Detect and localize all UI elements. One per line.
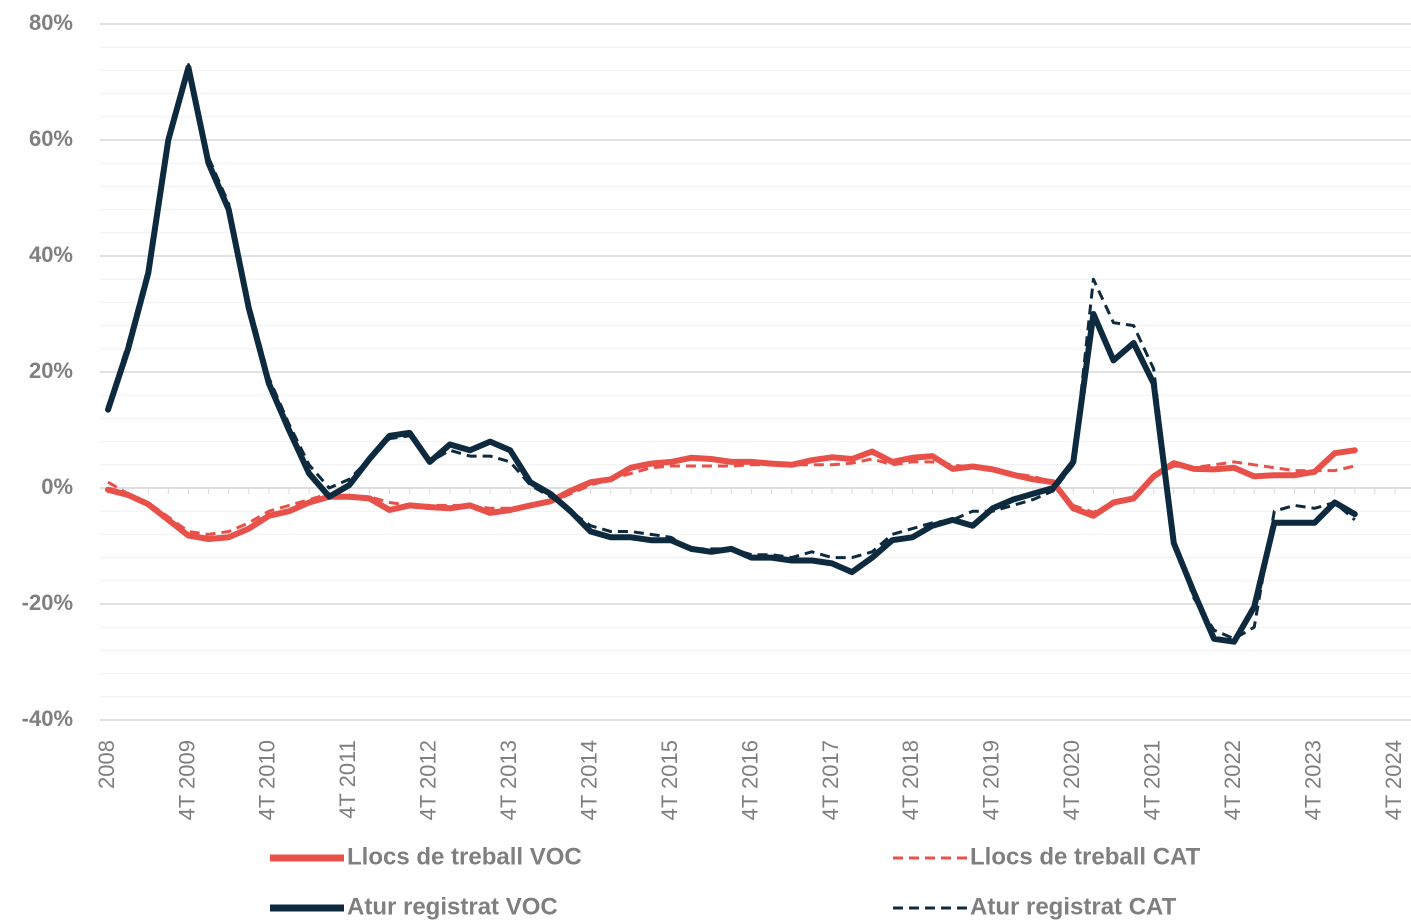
x-tick-label: 2008 xyxy=(94,740,119,789)
x-tick-label: 4T 2010 xyxy=(255,740,280,820)
x-tick-label: 4T 2015 xyxy=(657,740,682,820)
series-line xyxy=(106,63,1356,641)
x-tick-label: 4T 2019 xyxy=(979,740,1004,820)
y-tick-label: 80% xyxy=(29,10,73,35)
x-tick-label: 4T 2020 xyxy=(1059,740,1084,820)
x-tick-label: 4T 2024 xyxy=(1381,740,1406,820)
x-tick-label: 4T 2017 xyxy=(818,740,843,820)
x-tick-label: 4T 2009 xyxy=(174,740,199,820)
legend-label: Atur registrat VOC xyxy=(347,893,558,920)
y-tick-label: 60% xyxy=(29,126,73,151)
y-tick-label: 0% xyxy=(41,474,73,499)
x-tick-label: 4T 2016 xyxy=(737,740,762,820)
x-tick-label: 4T 2011 xyxy=(335,740,360,819)
x-tick-label: 4T 2023 xyxy=(1300,740,1325,820)
y-tick-label: 20% xyxy=(29,358,73,383)
legend-label: Llocs de treball VOC xyxy=(347,843,582,870)
legend-label: Llocs de treball CAT xyxy=(970,843,1201,870)
legend-label: Atur registrat CAT xyxy=(970,893,1177,920)
x-tick-label: 4T 2021 xyxy=(1140,740,1165,820)
x-tick-label: 4T 2013 xyxy=(496,740,521,820)
x-tick-label: 4T 2018 xyxy=(898,740,923,820)
series-line xyxy=(105,64,1358,645)
y-tick-label: 40% xyxy=(29,242,73,267)
x-tick-label: 4T 2014 xyxy=(576,740,601,820)
y-tick-label: -20% xyxy=(22,590,73,615)
series-line xyxy=(107,457,1356,536)
x-tick-label: 4T 2022 xyxy=(1220,740,1245,820)
x-tick-label: 4T 2012 xyxy=(416,740,441,820)
y-tick-label: -40% xyxy=(22,706,73,731)
